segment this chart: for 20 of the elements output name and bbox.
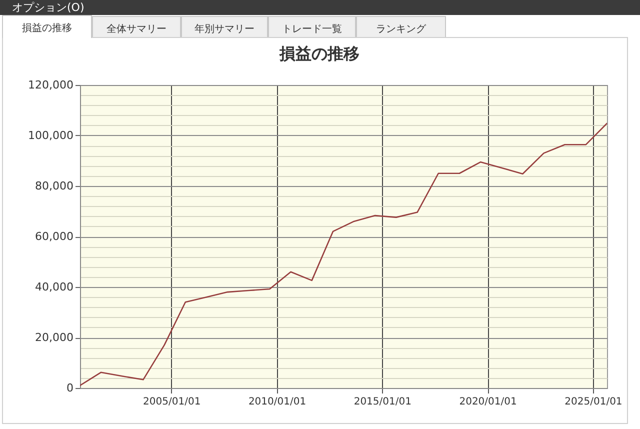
y-tick-label: 100,000 — [28, 129, 74, 142]
menu-bar: オプション(O) — [0, 0, 640, 15]
x-tick-label: 2015/01/01 — [354, 396, 412, 408]
y-tick-label: 120,000 — [28, 78, 74, 92]
y-tick-label: 60,000 — [35, 230, 74, 243]
y-tick-label: 20,000 — [35, 331, 74, 344]
x-tick-label: 2025/01/01 — [564, 396, 622, 408]
y-tick-label: 80,000 — [35, 180, 74, 192]
x-tick-label: 2010/01/01 — [248, 396, 306, 408]
line-series — [80, 122, 607, 386]
tab: 年別サマリー — [181, 16, 268, 37]
tab: トレード一覧 — [268, 16, 356, 37]
y-tick-label: 0 — [66, 382, 74, 394]
tab: 損益の推移 — [2, 15, 92, 38]
y-tick-label: 40,000 — [35, 280, 74, 294]
tab: ランキング — [356, 16, 446, 37]
chart-title: 損益の推移 — [278, 44, 360, 63]
x-tick-label: 2005/01/01 — [143, 396, 201, 408]
tab: 全体サマリー — [92, 16, 181, 37]
x-tick-label: 2020/01/01 — [459, 396, 517, 408]
